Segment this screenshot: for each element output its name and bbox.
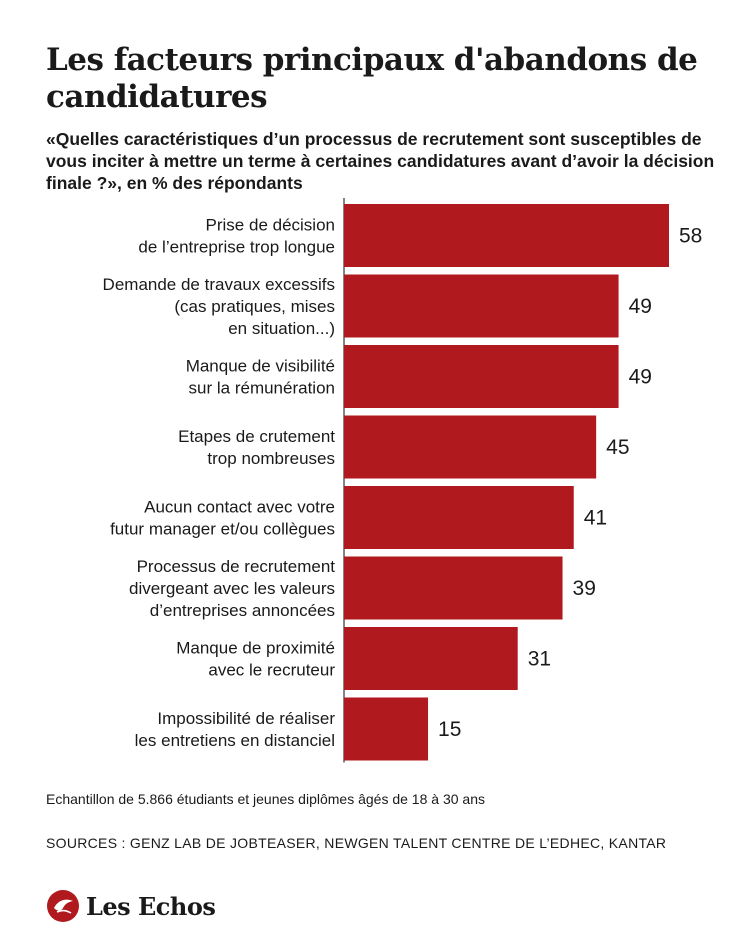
category-label-line: Processus de recrutement <box>137 557 336 576</box>
bar <box>344 204 669 267</box>
category-label-line: (cas pratiques, mises <box>174 297 335 316</box>
category-label-line: Prise de décision <box>206 216 335 235</box>
category-label-line: trop nombreuses <box>207 449 335 468</box>
data-label: 39 <box>573 577 596 600</box>
data-label: 49 <box>629 366 652 389</box>
data-label: 58 <box>679 225 702 248</box>
logo-mark-icon <box>47 890 79 922</box>
category-label-line: Manque de visibilité <box>186 357 335 376</box>
category-label-line: de l’entreprise trop longue <box>138 238 335 257</box>
category-label-line: futur manager et/ou collègues <box>110 520 335 539</box>
category-label-line: Manque de proximité <box>176 639 335 658</box>
category-label-line: Demande de travaux excessifs <box>103 275 335 294</box>
category-label: Prise de décision de l’entreprise trop lo… <box>138 216 335 257</box>
sources-text: SOURCES : GENZ LAB DE JOBTEASER, NEWGEN … <box>46 835 667 851</box>
data-label: 41 <box>584 507 607 530</box>
data-label: 15 <box>438 718 461 741</box>
category-label: Demande de travaux excessifs (cas pratiqu… <box>103 275 335 338</box>
bar <box>344 486 574 549</box>
category-label: Etapes de crutement trop nombreuses <box>178 427 335 468</box>
category-label-line: d’entreprises annoncées <box>150 601 335 620</box>
bar <box>344 697 429 761</box>
bar <box>344 345 619 408</box>
chart-subtitle: «Quelles caractéristiques d’un processus… <box>46 129 715 193</box>
category-label-line: les entretiens en distanciel <box>135 731 335 750</box>
chart-title: Les facteurs principaux d'abandons de ca… <box>46 42 698 115</box>
bar-chart: 58 Prise de décision de l’entreprise trop … <box>103 198 702 763</box>
brand-name: Les Echos <box>86 891 216 921</box>
category-label-line: divergeant avec les valeurs <box>129 579 335 598</box>
bar <box>344 274 619 338</box>
category-label-line: Aucun contact avec votre <box>144 498 335 517</box>
category-label: Impossibilité de réaliser les entretiens … <box>135 709 336 750</box>
data-label: 49 <box>629 295 652 318</box>
bar <box>344 627 518 690</box>
les-echos-logo: Les Echos <box>46 888 216 924</box>
data-label: 45 <box>606 436 629 459</box>
category-label-line: sur la rémunération <box>189 379 335 398</box>
category-label-line: avec le recruteur <box>208 661 335 680</box>
category-label: Manque de visibilité sur la rémunération <box>186 357 335 398</box>
sample-note: Echantillon de 5.866 étudiants et jeunes… <box>46 791 485 807</box>
category-label: Manque de proximité avec le recruteur <box>176 639 335 680</box>
bar <box>344 556 563 620</box>
category-label-line: en situation...) <box>228 319 335 338</box>
category-label-line: Etapes de crutement <box>178 427 335 446</box>
category-label: Aucun contact avec votre futur manager et… <box>110 498 335 539</box>
category-label: Processus de recrutement divergeant avec … <box>129 557 335 620</box>
data-label: 31 <box>528 648 551 671</box>
bar <box>344 415 597 479</box>
category-label-line: Impossibilité de réaliser <box>157 709 335 728</box>
